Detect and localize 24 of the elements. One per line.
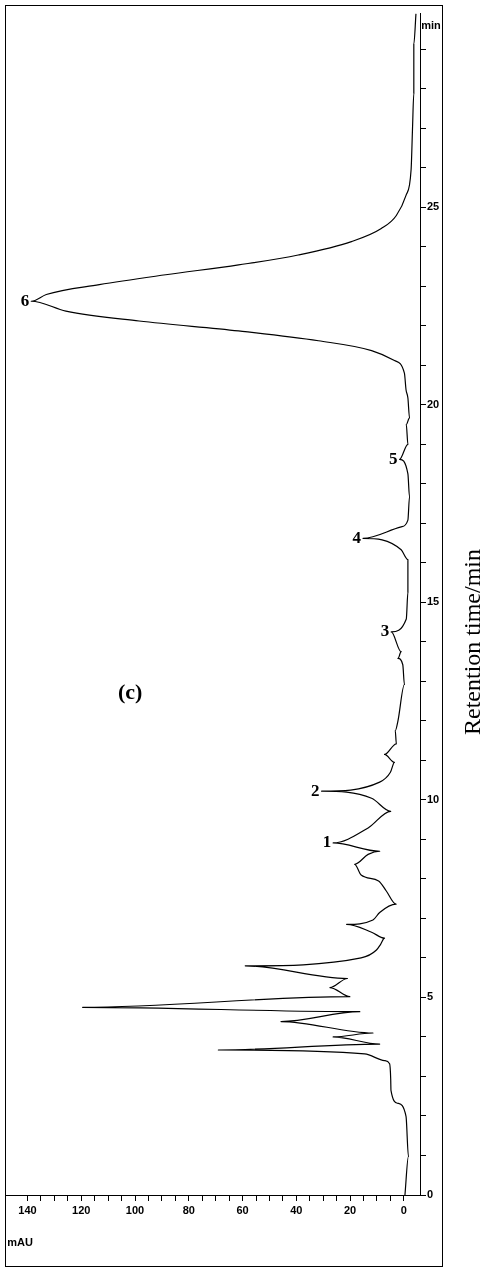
x-axis-title: mAU	[7, 1236, 33, 1249]
x-tick-label: 80	[182, 1203, 195, 1216]
annotation: 6	[20, 290, 30, 310]
x-tick-label: 20	[343, 1203, 357, 1216]
x-tick-label: 40	[290, 1203, 303, 1216]
annotation: 2	[311, 780, 320, 800]
annotation: (c)	[117, 678, 143, 704]
y-tick-label: 15	[427, 595, 440, 608]
x-tick-label: 60	[236, 1203, 249, 1216]
annotation: 1	[322, 832, 332, 852]
text: Retention time/min	[459, 548, 485, 737]
y-tick-label: 0	[427, 1188, 434, 1201]
y-tick-label: 20	[427, 397, 440, 410]
y-tick-label: 10	[427, 792, 440, 805]
x-tick-label: 0	[400, 1203, 407, 1216]
x-tick-label: 100	[125, 1203, 145, 1216]
annotation: 3	[380, 621, 390, 641]
y-axis-title: min	[421, 18, 442, 31]
y-tick-label: 5	[427, 990, 434, 1003]
annotation: 4	[352, 527, 362, 547]
x-tick-label: 120	[72, 1203, 91, 1216]
y-tick-label: 25	[427, 200, 440, 213]
x-tick-label: 140	[18, 1203, 37, 1216]
annotation: 5	[389, 448, 398, 468]
